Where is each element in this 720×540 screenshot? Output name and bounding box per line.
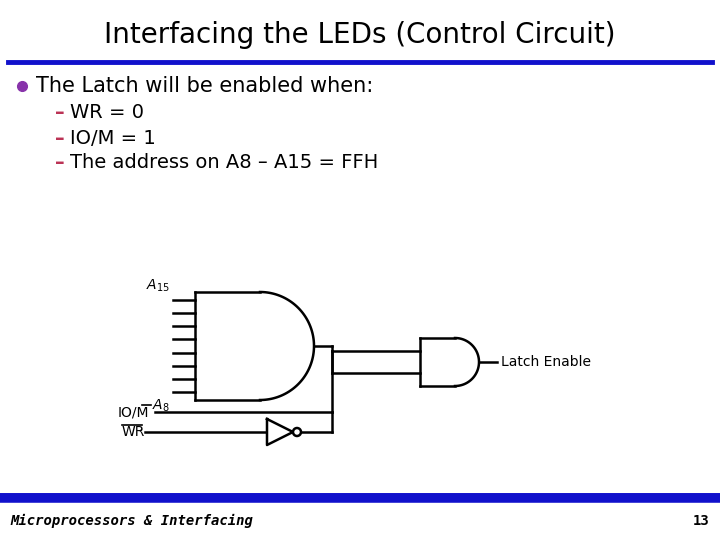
Text: The address on A8 – A15 = FFH: The address on A8 – A15 = FFH xyxy=(70,153,378,172)
Text: –: – xyxy=(55,153,65,172)
FancyBboxPatch shape xyxy=(0,0,720,63)
FancyBboxPatch shape xyxy=(0,495,720,540)
Text: –: – xyxy=(55,129,65,147)
Text: IO/M = 1: IO/M = 1 xyxy=(70,129,156,147)
Polygon shape xyxy=(267,419,293,445)
Text: 13: 13 xyxy=(693,514,710,528)
Text: WR: WR xyxy=(122,425,145,439)
Circle shape xyxy=(293,428,301,436)
Text: $A_{8}$: $A_{8}$ xyxy=(152,398,170,414)
Text: WR = 0: WR = 0 xyxy=(70,103,144,122)
Text: –: – xyxy=(55,103,65,122)
FancyBboxPatch shape xyxy=(0,63,720,493)
Text: The Latch will be enabled when:: The Latch will be enabled when: xyxy=(36,76,373,96)
Text: $A_{15}$: $A_{15}$ xyxy=(146,278,170,294)
FancyBboxPatch shape xyxy=(0,500,720,540)
Text: Latch Enable: Latch Enable xyxy=(501,355,591,369)
Text: Interfacing the LEDs (Control Circuit): Interfacing the LEDs (Control Circuit) xyxy=(104,21,616,49)
Text: Microprocessors & Interfacing: Microprocessors & Interfacing xyxy=(10,514,253,528)
Text: IO/M: IO/M xyxy=(118,405,150,419)
